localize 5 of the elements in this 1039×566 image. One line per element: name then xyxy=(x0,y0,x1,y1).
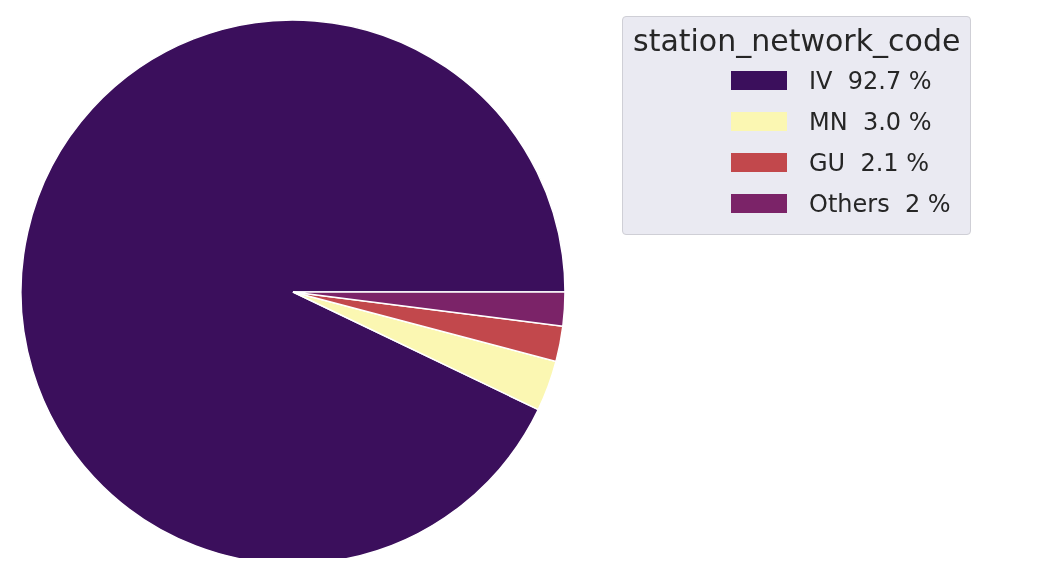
legend-label: MN 3.0 % xyxy=(809,107,932,136)
legend-label: GU 2.1 % xyxy=(809,148,930,177)
legend-title: station_network_code xyxy=(633,23,961,58)
legend-label: IV 92.7 % xyxy=(809,66,932,95)
legend-label: Others 2 % xyxy=(809,189,951,218)
